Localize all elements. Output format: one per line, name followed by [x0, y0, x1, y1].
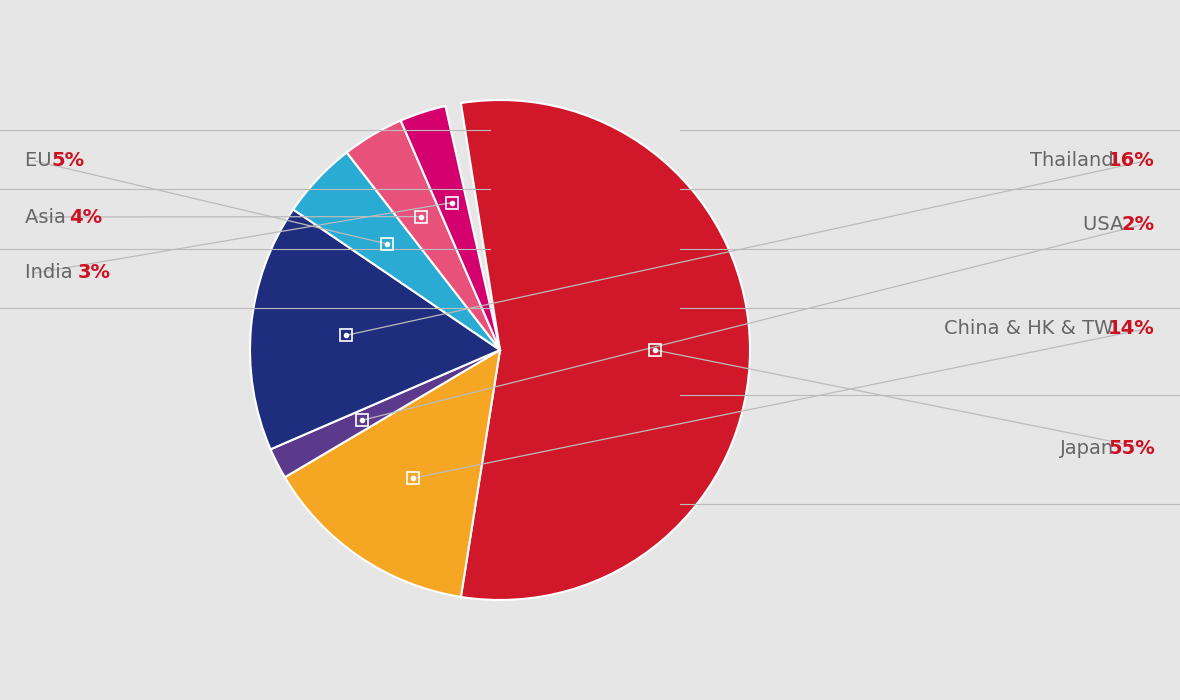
Text: 55%: 55% [1108, 438, 1155, 458]
Text: Japan: Japan [1060, 438, 1120, 458]
Text: 4%: 4% [68, 207, 103, 227]
Wedge shape [347, 120, 500, 350]
Wedge shape [250, 209, 500, 449]
Text: 5%: 5% [51, 151, 84, 171]
Wedge shape [401, 106, 500, 350]
Wedge shape [293, 153, 500, 350]
Text: USA: USA [1083, 214, 1130, 234]
Wedge shape [461, 100, 750, 600]
Text: India: India [25, 263, 79, 283]
Wedge shape [270, 350, 500, 477]
Text: 14%: 14% [1108, 319, 1155, 339]
Text: Thailand: Thailand [1030, 151, 1120, 171]
Text: 2%: 2% [1122, 214, 1155, 234]
Text: 3%: 3% [78, 263, 111, 283]
Text: 16%: 16% [1108, 151, 1155, 171]
Text: Asia: Asia [25, 207, 72, 227]
Wedge shape [284, 350, 500, 597]
Text: China & HK & TW: China & HK & TW [944, 319, 1120, 339]
Text: EU: EU [25, 151, 58, 171]
